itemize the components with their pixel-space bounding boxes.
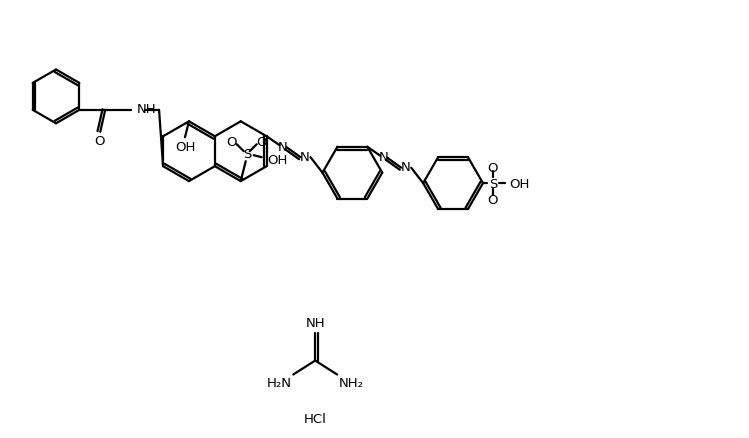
Text: NH₂: NH₂ [339,376,363,389]
Text: O: O [488,193,498,206]
Text: O: O [226,135,237,148]
Text: NH: NH [306,316,325,329]
Text: OH: OH [267,153,288,166]
Text: O: O [488,161,498,174]
Text: S: S [243,147,252,160]
Text: N: N [378,151,388,164]
Text: N: N [300,150,309,163]
Text: OH: OH [175,141,195,153]
Text: N: N [278,141,288,153]
Text: O: O [94,135,105,148]
Text: H₂N: H₂N [267,376,292,389]
Text: OH: OH [509,177,530,190]
Text: O: O [256,135,267,148]
Text: S: S [489,177,497,190]
Text: NH: NH [137,103,157,116]
Text: HCl: HCl [304,412,327,425]
Text: N: N [400,161,410,174]
